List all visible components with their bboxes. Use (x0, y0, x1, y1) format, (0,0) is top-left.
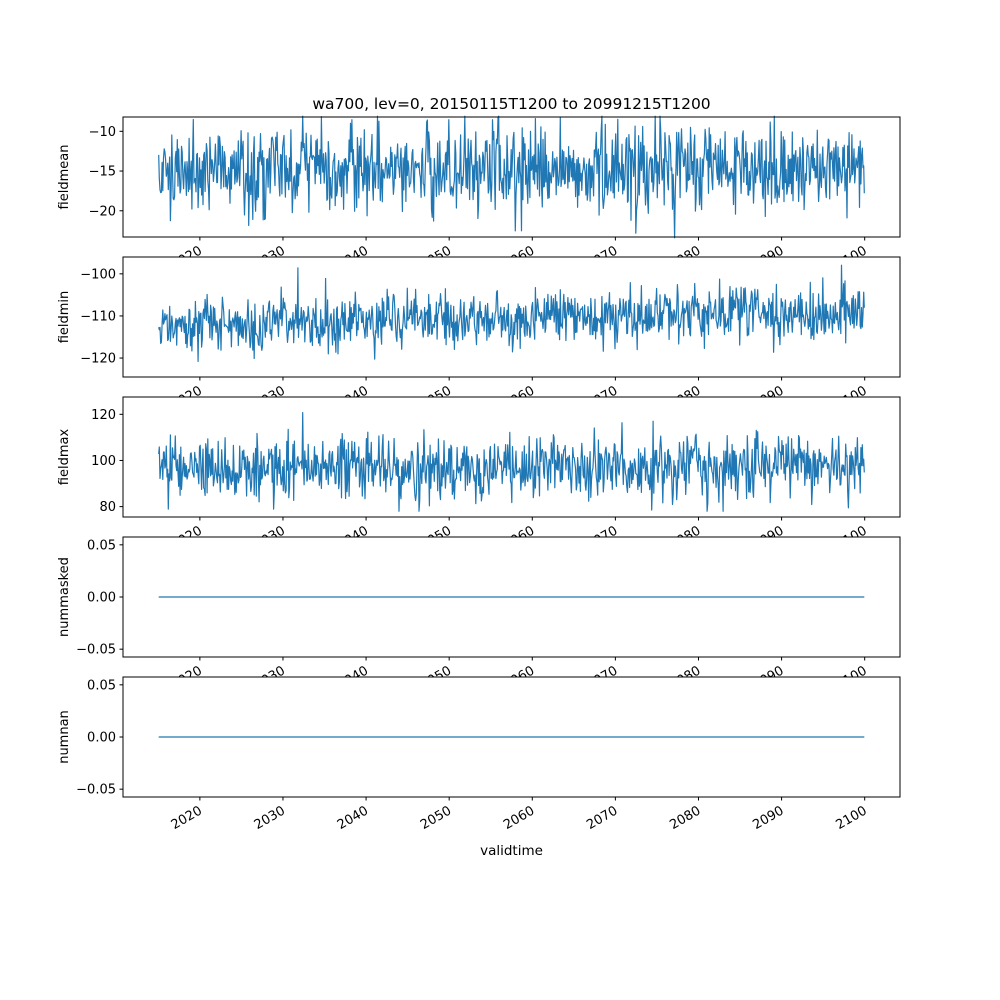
y-axis-label: fieldmin (57, 291, 72, 344)
y-axis-label: numnan (57, 710, 72, 764)
subplot-fieldmin: −100−110−1202020203020402050206020702080… (57, 256, 901, 413)
y-tick-label: −15 (89, 165, 116, 180)
y-axis-label: fieldmax (57, 429, 72, 486)
y-tick-label: 0.00 (87, 731, 116, 746)
axes-border (122, 116, 901, 238)
y-tick-label: 0.05 (87, 678, 116, 693)
series-line (158, 264, 865, 362)
x-tick-label: 2040 (335, 803, 371, 833)
y-tick-label: −10 (89, 125, 116, 140)
series-line (158, 115, 865, 239)
axes-border (122, 256, 901, 378)
y-axis-label: nummasked (57, 557, 72, 637)
x-tick-label: 2070 (584, 803, 620, 833)
x-tick-label: 2090 (750, 803, 786, 833)
axes-border (122, 396, 901, 518)
x-axis-label: validtime (480, 843, 543, 859)
y-tick-label: 0.05 (87, 538, 116, 553)
chart-title: wa700, lev=0, 20150115T1200 to 20991215T… (312, 95, 711, 113)
y-tick-label: −110 (80, 309, 116, 324)
y-axis-label: fieldmean (57, 145, 72, 210)
y-tick-label: 80 (99, 500, 116, 515)
x-tick-label: 2030 (252, 803, 288, 833)
series-line (158, 412, 865, 512)
y-tick-label: −120 (80, 352, 116, 367)
y-tick-label: 0.00 (87, 591, 116, 606)
x-tick-label: 2050 (418, 803, 454, 833)
x-tick-label: 2100 (834, 803, 870, 833)
x-tick-label: 2080 (667, 803, 703, 833)
y-tick-label: 100 (91, 454, 116, 469)
y-tick-label: −0.05 (76, 783, 116, 798)
y-tick-label: −0.05 (76, 643, 116, 658)
y-tick-label: 120 (91, 408, 116, 423)
subplot-numnan: 0.05 0.00 −0.05 2020 2030 2040 2050 2060 2070 208… (57, 676, 901, 833)
x-tick-label: 2060 (501, 803, 537, 833)
y-tick-label: −20 (89, 204, 116, 219)
y-tick-label: −100 (80, 267, 116, 282)
x-tick-label: 2020 (169, 803, 205, 833)
